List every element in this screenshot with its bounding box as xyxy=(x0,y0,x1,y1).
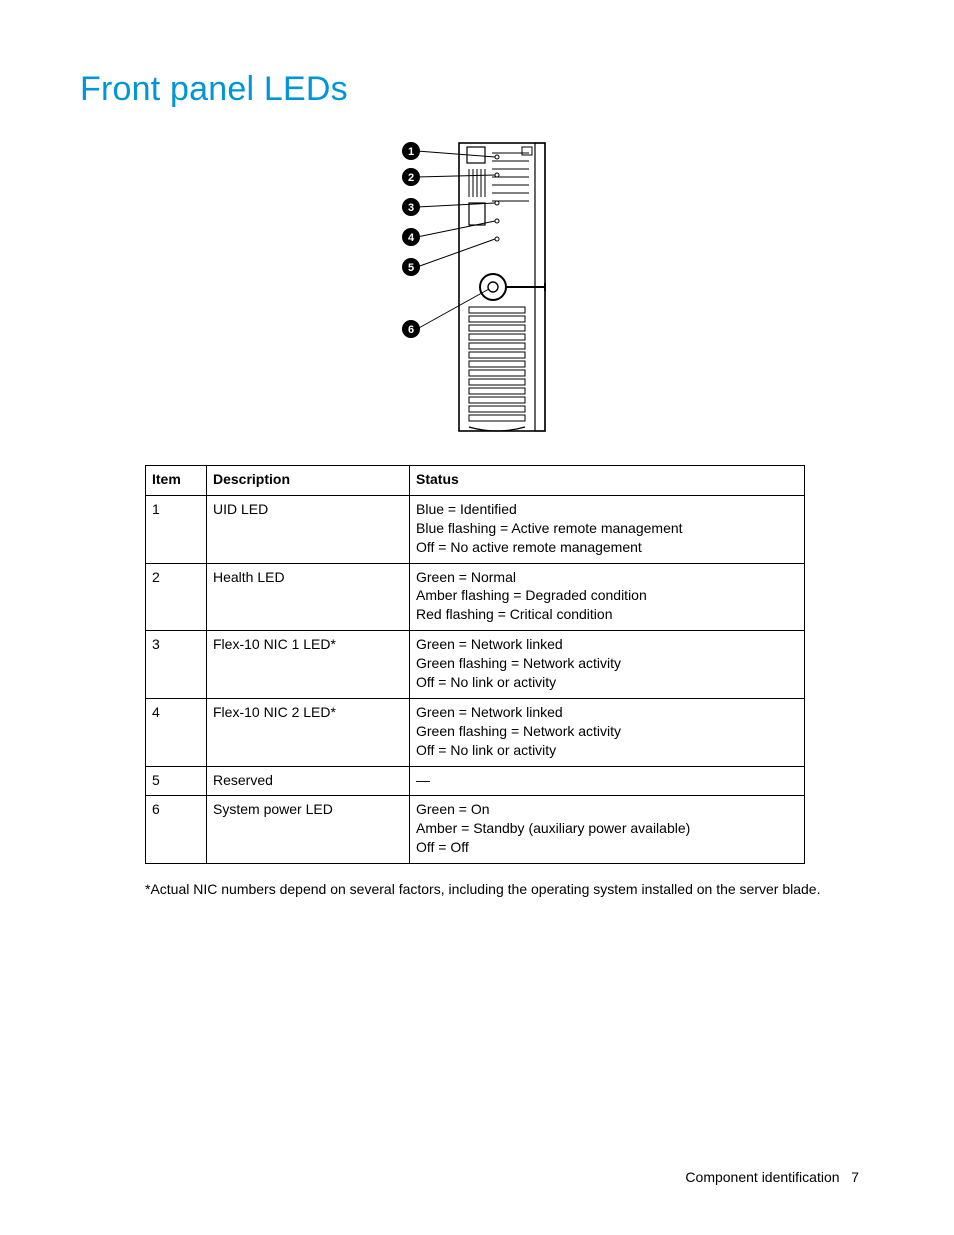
table-header-row: Item Description Status xyxy=(146,466,805,496)
cell-desc: Reserved xyxy=(207,766,410,796)
cell-item: 3 xyxy=(146,631,207,699)
cell-status: Blue = Identified Blue flashing = Active… xyxy=(410,495,805,563)
footnote-text: *Actual NIC numbers depend on several fa… xyxy=(145,880,884,900)
table-row: 1 UID LED Blue = Identified Blue flashin… xyxy=(146,495,805,563)
callout-6: 6 xyxy=(408,324,414,336)
footer-section: Component identification xyxy=(685,1169,839,1185)
cell-status: — xyxy=(410,766,805,796)
footer-page-number: 7 xyxy=(851,1169,859,1185)
table-row: 4 Flex-10 NIC 2 LED* Green = Network lin… xyxy=(146,698,805,766)
page-footer: Component identification 7 xyxy=(685,1169,859,1185)
table-row: 6 System power LED Green = On Amber = St… xyxy=(146,796,805,864)
front-panel-diagram: 1 2 3 4 5 6 xyxy=(80,137,884,437)
cell-item: 2 xyxy=(146,563,207,631)
cell-desc: Flex-10 NIC 1 LED* xyxy=(207,631,410,699)
cell-item: 5 xyxy=(146,766,207,796)
cell-desc: Health LED xyxy=(207,563,410,631)
cell-status: Green = Normal Amber flashing = Degraded… xyxy=(410,563,805,631)
cell-desc: Flex-10 NIC 2 LED* xyxy=(207,698,410,766)
cell-item: 1 xyxy=(146,495,207,563)
col-header-desc: Description xyxy=(207,466,410,496)
page-title: Front panel LEDs xyxy=(80,70,884,109)
blade-server-svg: 1 2 3 4 5 6 xyxy=(397,137,567,437)
cell-item: 6 xyxy=(146,796,207,864)
table-row: 2 Health LED Green = Normal Amber flashi… xyxy=(146,563,805,631)
col-header-item: Item xyxy=(146,466,207,496)
cell-status: Green = Network linked Green flashing = … xyxy=(410,631,805,699)
callout-3: 3 xyxy=(408,202,414,214)
cell-item: 4 xyxy=(146,698,207,766)
cell-desc: System power LED xyxy=(207,796,410,864)
callout-4: 4 xyxy=(408,232,415,244)
col-header-status: Status xyxy=(410,466,805,496)
cell-status: Green = On Amber = Standby (auxiliary po… xyxy=(410,796,805,864)
document-page: Front panel LEDs xyxy=(0,0,954,1235)
cell-desc: UID LED xyxy=(207,495,410,563)
led-table: Item Description Status 1 UID LED Blue =… xyxy=(145,465,805,864)
cell-status: Green = Network linked Green flashing = … xyxy=(410,698,805,766)
callout-1: 1 xyxy=(408,146,414,158)
callout-2: 2 xyxy=(408,172,414,184)
table-row: 3 Flex-10 NIC 1 LED* Green = Network lin… xyxy=(146,631,805,699)
callout-5: 5 xyxy=(408,262,414,274)
table-row: 5 Reserved — xyxy=(146,766,805,796)
